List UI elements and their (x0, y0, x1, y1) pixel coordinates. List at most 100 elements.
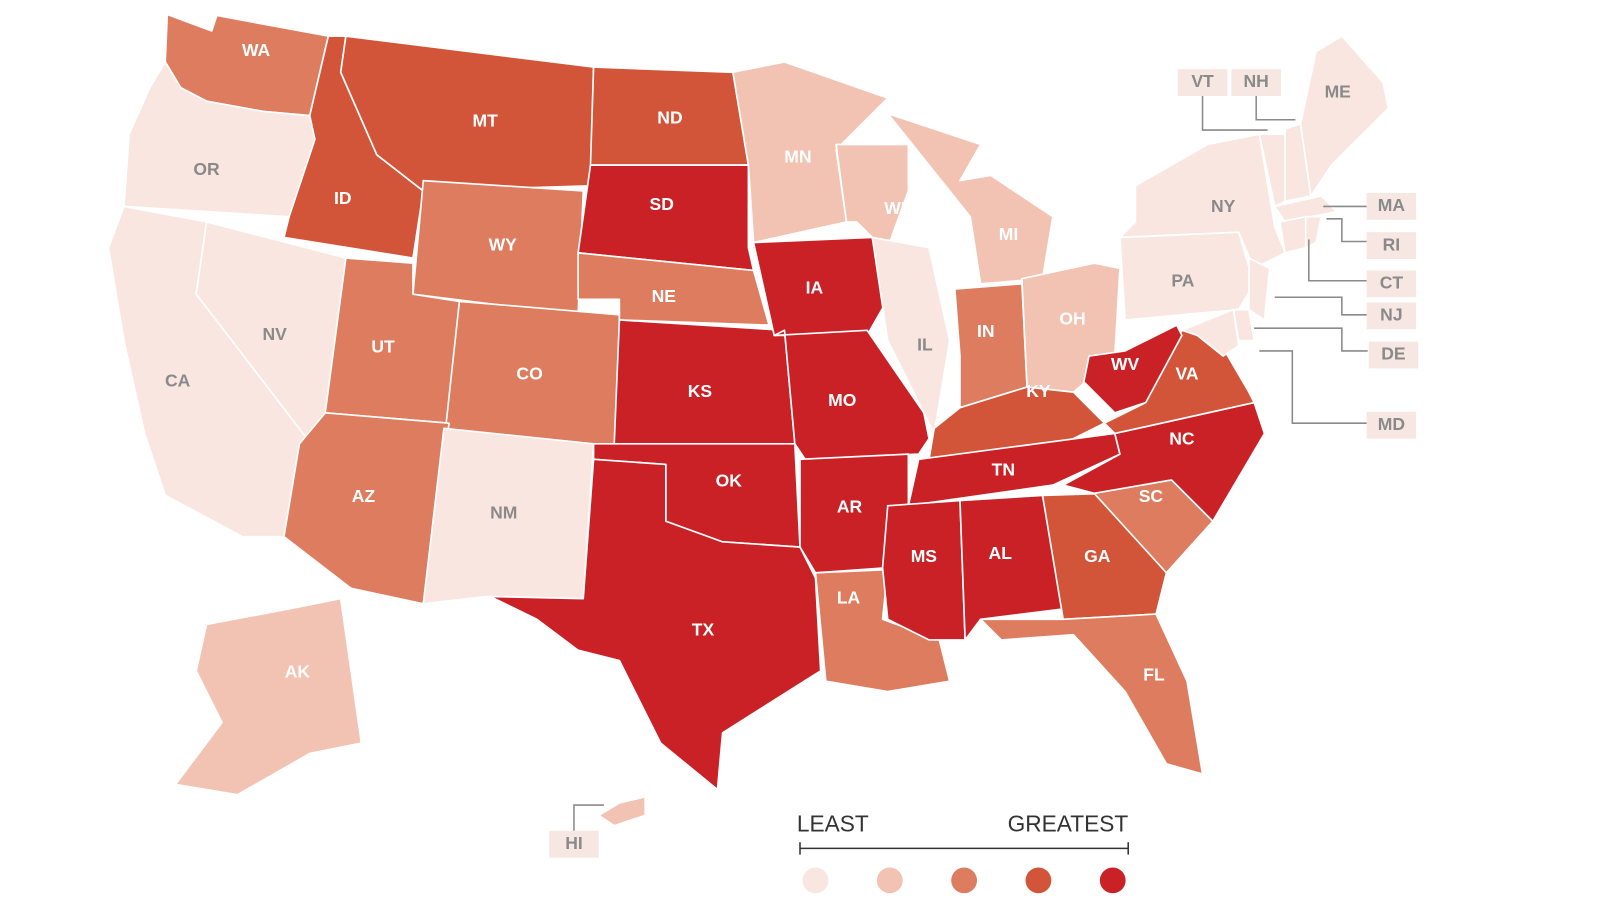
state-shape (953, 283, 1028, 409)
state-shape (283, 412, 450, 605)
legend-min-label: LEAST (797, 811, 869, 837)
state-label: CA (165, 371, 191, 391)
state-label: NM (490, 503, 517, 523)
legend-swatch (951, 867, 978, 894)
leader-line (1254, 327, 1368, 352)
leader-line (573, 804, 604, 831)
state-label: FL (1143, 665, 1165, 685)
legend-max-label: GREATEST (1008, 811, 1129, 837)
state-label: VA (1176, 363, 1199, 383)
state-label: NJ (1380, 304, 1402, 324)
state-label: MO (828, 390, 856, 410)
leader-line (1259, 350, 1368, 424)
label-box (1366, 232, 1417, 260)
state-label: SD (650, 194, 674, 214)
state-label: SC (1139, 486, 1164, 506)
state-label: NC (1169, 428, 1195, 448)
state-shape (907, 432, 1121, 507)
legend-swatch (876, 867, 903, 894)
state-label: ME (1325, 82, 1352, 102)
label-box (1368, 341, 1419, 369)
state-label: CO (516, 363, 542, 383)
leader-line (1326, 218, 1368, 243)
state-shape (1119, 133, 1286, 270)
state-label: KY (1026, 381, 1051, 401)
state-label: WV (1111, 354, 1140, 374)
state-shape (1248, 257, 1271, 321)
state-shape (881, 499, 966, 641)
state-label: NV (262, 324, 287, 344)
state-label: WA (242, 40, 271, 60)
state-label: GA (1084, 546, 1111, 566)
state-shape (773, 329, 930, 461)
state-label: MD (1378, 414, 1405, 434)
label-box (1177, 69, 1228, 96)
leader-line (1255, 94, 1296, 121)
state-label: MA (1378, 195, 1406, 215)
state-label: RI (1383, 234, 1401, 254)
state-label: AR (837, 496, 863, 516)
state-label: HI (565, 833, 583, 853)
state-label: NY (1211, 196, 1236, 216)
label-box (1366, 270, 1417, 298)
state-label: IA (806, 278, 824, 298)
state-label: WY (489, 234, 518, 254)
state-label: OR (193, 159, 220, 179)
label-box (1231, 69, 1281, 96)
state-label: UT (371, 336, 395, 356)
state-label: NE (652, 286, 677, 306)
state-shape (1279, 215, 1307, 254)
state-shape (1299, 35, 1390, 197)
state-shape (489, 458, 822, 791)
leader-line (1308, 239, 1368, 282)
state-label: PA (1171, 270, 1194, 290)
state-shape (752, 236, 889, 337)
state-label: IN (977, 321, 995, 341)
state-shape (577, 164, 755, 272)
state-label: LA (837, 587, 861, 607)
state-label: MS (911, 546, 938, 566)
state-label: TX (692, 619, 715, 639)
states (107, 13, 1390, 827)
legend: LEAST GREATEST (797, 811, 1129, 894)
state-label: DE (1381, 344, 1406, 364)
state-label: AL (989, 543, 1013, 563)
state-label: IL (917, 334, 933, 354)
legend-swatch (802, 867, 829, 894)
state-shape (597, 795, 647, 827)
state-label: OK (716, 471, 743, 491)
state-shape (979, 613, 1204, 775)
state-labels: WA OR CA NV ID MT WY UT CO AZ NM ND SD NE KS OK TX MN IA MO… (165, 40, 1419, 858)
state-shape (1273, 195, 1338, 223)
label-box (549, 830, 599, 858)
state-shape (959, 494, 1065, 641)
state-label: KS (688, 381, 713, 401)
legend-swatch (1025, 867, 1052, 894)
label-box (1366, 193, 1417, 220)
leader-line (1274, 296, 1368, 316)
label-box (1366, 411, 1417, 439)
state-label: ND (657, 107, 682, 127)
state-label: TN (992, 459, 1015, 479)
state-label: NH (1244, 71, 1269, 91)
state-shape (1181, 308, 1240, 357)
state-label: MI (999, 224, 1018, 244)
state-shape (1062, 401, 1266, 523)
leader-line (1201, 94, 1268, 131)
state-label: MT (473, 110, 499, 130)
state-label: AZ (352, 486, 376, 506)
state-label: WI (884, 198, 905, 218)
state-label: MN (784, 147, 811, 167)
state-shape (174, 597, 363, 796)
state-label: ID (334, 188, 352, 208)
state-shape (1083, 324, 1183, 414)
legend-swatch (1099, 867, 1126, 894)
state-shape (886, 112, 1054, 285)
state-label: VT (1191, 71, 1214, 91)
label-box (1366, 302, 1417, 330)
state-label: CT (1380, 272, 1404, 292)
state-shape (835, 143, 910, 249)
state-label: AK (285, 662, 311, 682)
state-label: OH (1059, 309, 1085, 329)
